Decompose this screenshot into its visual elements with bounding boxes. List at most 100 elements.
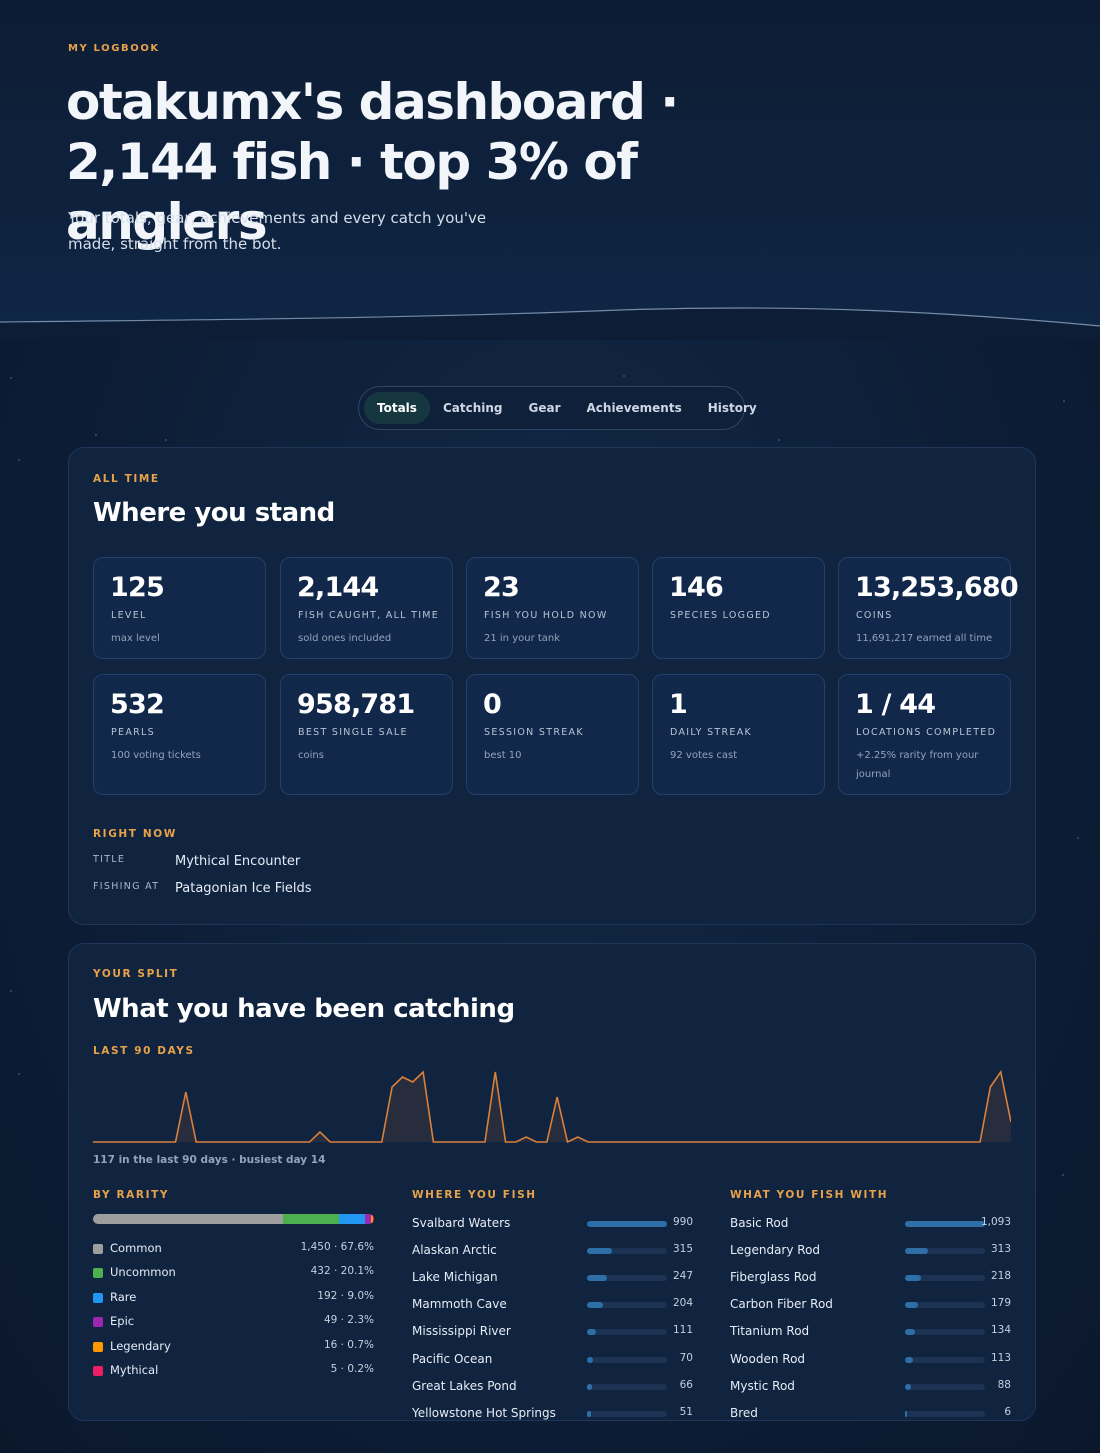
stat-value: 958,781	[297, 689, 415, 720]
bar-track	[587, 1221, 667, 1227]
tab-totals[interactable]: Totals	[364, 392, 430, 424]
bar-fill	[905, 1410, 907, 1417]
star-decoration	[10, 990, 12, 992]
split-card: YOUR SPLIT What you have been catching L…	[68, 943, 1036, 1421]
star-decoration	[1077, 837, 1079, 839]
bar-track	[587, 1275, 667, 1282]
rarity-value: 1,450 · 67.6%	[300, 1241, 374, 1253]
bar-fill	[587, 1221, 667, 1227]
stat-value: 13,253,680	[855, 572, 1019, 603]
stat-level: 125 LEVEL max level	[93, 557, 266, 659]
stat-value: 532	[110, 689, 165, 720]
rarity-value: 16 · 0.7%	[323, 1339, 374, 1351]
catch-line	[93, 1072, 1011, 1142]
stat-label: PEARLS	[111, 727, 155, 738]
rarity-value: 192 · 9.0%	[317, 1290, 374, 1302]
tab-achievements[interactable]: Achievements	[586, 401, 682, 415]
bar-label: Fiberglass Rod	[730, 1270, 817, 1285]
stat-value: 2,144	[297, 572, 379, 603]
bar-track	[905, 1356, 985, 1363]
stat-note: 11,691,217 earned all time	[856, 633, 993, 644]
bar-label: Yellowstone Hot Springs	[412, 1405, 556, 1420]
stat-note: max level	[111, 633, 160, 644]
bar-track	[905, 1329, 985, 1336]
totals-title: Where you stand	[93, 498, 335, 528]
fishing-at-label: FISHING AT	[93, 881, 160, 892]
bar-track	[587, 1302, 667, 1309]
stat-label: SPECIES LOGGED	[670, 610, 771, 621]
tab-history[interactable]: History	[707, 401, 757, 415]
bar-row: Bred 6	[730, 1406, 1020, 1424]
bar-fill	[587, 1248, 613, 1255]
bar-value: 218	[990, 1270, 1011, 1283]
rarity-stacked-bar	[93, 1214, 374, 1224]
stat-coins: 13,253,680 COINS 11,691,217 earned all t…	[838, 557, 1019, 659]
bar-value: 51	[679, 1405, 693, 1418]
stat-locations: 1 / 44 LOCATIONS COMPLETED +2.25% rarity…	[838, 674, 1011, 795]
bar-track	[905, 1221, 985, 1227]
rarity-row-rare: Rare 192 · 9.0%	[93, 1290, 374, 1306]
bar-row: Great Lakes Pond 66	[412, 1379, 702, 1397]
bar-row: Basic Rod 1,093	[730, 1216, 1020, 1234]
tab-catching[interactable]: Catching	[442, 401, 503, 415]
bar-value: 66	[679, 1378, 693, 1391]
bar-track	[905, 1383, 985, 1390]
stat-value: 1	[669, 689, 688, 720]
bar-row: Lake Michigan 247	[412, 1270, 702, 1288]
rarity-heading: BY RARITY	[93, 1189, 170, 1201]
stat-note: sold ones included	[298, 633, 392, 644]
rarity-segment-epic	[364, 1214, 372, 1224]
bar-track	[587, 1410, 667, 1417]
rods-heading: WHAT YOU FISH WITH	[730, 1189, 889, 1201]
bar-fill	[905, 1356, 914, 1363]
bar-fill	[587, 1383, 593, 1390]
stat-label: FISH YOU HOLD NOW	[484, 610, 608, 621]
rarity-row-uncommon: Uncommon 432 · 20.1%	[93, 1265, 374, 1281]
stat-value: 146	[669, 572, 724, 603]
bar-fill	[587, 1356, 593, 1363]
rarity-name: Common	[110, 1241, 162, 1255]
tab-gear[interactable]: Gear	[528, 401, 561, 415]
chart-caption: 117 in the last 90 days · busiest day 14	[93, 1154, 326, 1166]
bar-label: Basic Rod	[730, 1216, 789, 1230]
fishing-at-value: Patagonian Ice Fields	[175, 881, 312, 896]
bar-label: Mississippi River	[412, 1324, 511, 1339]
bar-label: Alaskan Arctic	[412, 1243, 497, 1258]
bar-track	[587, 1356, 667, 1363]
stat-label: LEVEL	[111, 610, 147, 621]
stat-species: 146 SPECIES LOGGED	[652, 557, 825, 659]
rarity-segment-uncommon	[282, 1214, 340, 1224]
bar-track	[905, 1410, 985, 1417]
totals-kicker: ALL TIME	[93, 473, 160, 485]
bar-label: Great Lakes Pond	[412, 1378, 517, 1393]
bar-fill	[905, 1221, 985, 1227]
rarity-row-epic: Epic 49 · 2.3%	[93, 1314, 374, 1330]
bar-row: Mammoth Cave 204	[412, 1297, 702, 1315]
rarity-name: Legendary	[110, 1339, 171, 1353]
hero-banner: MY LOGBOOK otakumx's dashboard · 2,144 f…	[0, 0, 1100, 340]
bar-row: Svalbard Waters 990	[412, 1216, 702, 1234]
title-value: Mythical Encounter	[175, 854, 301, 869]
title-label: TITLE	[93, 854, 126, 865]
bar-row: Alaskan Arctic 315	[412, 1243, 702, 1261]
stat-note: coins	[298, 750, 324, 761]
bar-row: Mystic Rod 88	[730, 1379, 1020, 1397]
bar-row: Carbon Fiber Rod 179	[730, 1297, 1020, 1315]
bar-value: 204	[672, 1297, 693, 1310]
rarity-segment-common	[93, 1214, 283, 1224]
bar-row: Titanium Rod 134	[730, 1324, 1020, 1342]
stat-daily-streak: 1 DAILY STREAK 92 votes cast	[652, 674, 825, 795]
bar-label: Lake Michigan	[412, 1270, 498, 1285]
bar-label: Carbon Fiber Rod	[730, 1297, 833, 1312]
bar-value: 179	[990, 1297, 1011, 1310]
rarity-name: Uncommon	[110, 1265, 176, 1279]
rarity-value: 49 · 2.3%	[323, 1314, 374, 1326]
stat-value: 1 / 44	[855, 689, 936, 720]
star-decoration	[18, 459, 20, 461]
bar-label: Pacific Ocean	[412, 1351, 493, 1366]
bar-fill	[587, 1410, 592, 1417]
rarity-segment-rare	[339, 1214, 365, 1224]
rarity-segment-legendary	[371, 1214, 374, 1224]
hero-subtitle: Your totals, gear, achievements and ever…	[68, 209, 487, 253]
bar-label: Wooden Rod	[730, 1351, 806, 1366]
